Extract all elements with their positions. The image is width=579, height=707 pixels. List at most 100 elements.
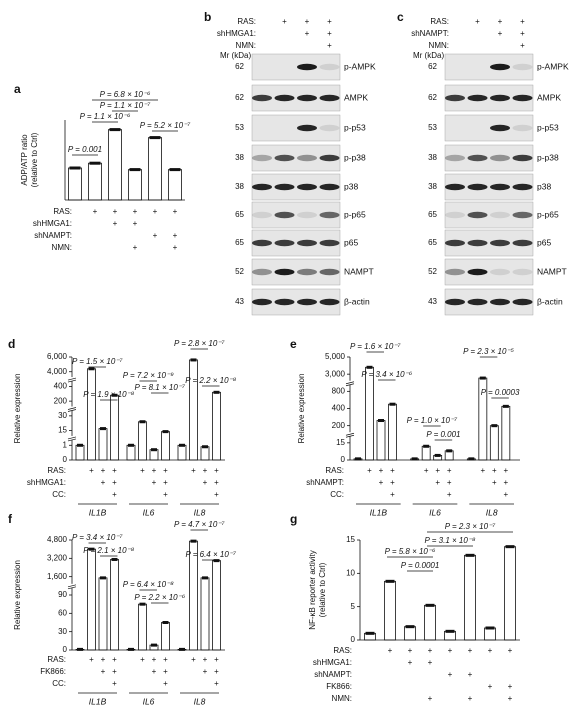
condition-label: shNAMPT:	[34, 231, 72, 240]
y-axis-label: Relative expression	[13, 560, 22, 630]
mw-label: 38	[235, 153, 244, 162]
condition-mark: +	[520, 29, 525, 38]
blot-strip	[444, 114, 534, 142]
blot-band	[297, 154, 317, 162]
bar	[404, 626, 416, 641]
y-axis-label: NF-κB reporter activity	[308, 550, 317, 630]
protein-label: p65	[344, 237, 358, 247]
p-value: P = 4.7 × 10⁻⁷	[174, 520, 226, 529]
p-value: P = 2.3 × 10⁻⁷	[445, 522, 497, 531]
condition-label: shHMGA1:	[313, 658, 352, 667]
replicate-dots	[139, 420, 146, 424]
condition-mark: +	[173, 207, 178, 216]
blot-strip	[444, 53, 534, 81]
condition-mark: +	[163, 490, 168, 499]
bar	[504, 546, 516, 641]
replicate-dots	[502, 404, 509, 408]
bar	[75, 444, 85, 461]
blot-band	[252, 183, 272, 191]
condition-mark: +	[101, 655, 106, 664]
replicate-dots	[128, 647, 134, 651]
condition-mark: +	[153, 207, 158, 216]
condition-mark: +	[113, 219, 118, 228]
replicate-dots	[479, 376, 486, 380]
panel-label: g	[290, 512, 297, 526]
bar	[189, 359, 198, 461]
p-value: P = 5.2 × 10⁻⁷	[140, 121, 192, 130]
condition-mark: +	[327, 17, 332, 26]
bar	[212, 560, 221, 651]
condition-label: NMN:	[236, 41, 256, 50]
bar	[161, 622, 170, 651]
y-tick-label: 90	[58, 590, 67, 599]
y-tick-label: 0	[341, 455, 346, 464]
bar	[87, 548, 96, 651]
blot-band	[512, 298, 533, 306]
bar	[138, 421, 147, 461]
p-value: P = 6.4 × 10⁻⁸	[123, 580, 175, 589]
p-value: P = 3.1 × 10⁻⁸	[425, 536, 477, 545]
replicate-dots	[365, 631, 375, 635]
bar	[108, 129, 122, 201]
replicate-dots	[77, 647, 83, 651]
gene-label: IL6	[429, 507, 441, 517]
condition-mark: +	[203, 667, 208, 676]
blot-band	[490, 239, 510, 247]
blot-band	[297, 63, 317, 71]
bar	[88, 162, 102, 201]
mw-label: 65	[428, 238, 437, 247]
condition-mark: +	[152, 667, 157, 676]
condition-mark: +	[140, 655, 145, 664]
y-tick-label: 400	[54, 382, 68, 391]
protein-label: NAMPT	[537, 266, 567, 276]
replicate-dots	[385, 579, 395, 583]
p-value: P = 0.0001	[401, 561, 440, 570]
replicate-dots	[88, 547, 95, 551]
replicate-dots	[491, 424, 498, 428]
replicate-dots	[366, 365, 373, 369]
protein-label: p-p65	[344, 209, 366, 219]
y-tick-label: 200	[332, 421, 346, 430]
y-tick-label: 5,000	[325, 352, 346, 361]
condition-label: NMN:	[429, 41, 449, 50]
gene-label: IL6	[143, 507, 155, 517]
blot-band	[319, 183, 340, 191]
condition-mark: +	[163, 667, 168, 676]
mw-label: 65	[235, 238, 244, 247]
y-tick-label: 30	[58, 627, 67, 636]
condition-label: RAS:	[237, 17, 256, 26]
replicate-dots	[151, 643, 157, 647]
blot-band	[467, 94, 488, 102]
condition-label: FK866:	[326, 682, 352, 691]
y-tick-label: 5	[351, 602, 356, 611]
protein-label: p-AMPK	[344, 61, 376, 71]
condition-mark: +	[498, 17, 503, 26]
condition-label: RAS:	[47, 655, 66, 664]
p-value: P = 2.8 × 10⁻⁷	[174, 339, 226, 348]
condition-mark: +	[203, 655, 208, 664]
protein-label: p-p38	[537, 152, 559, 162]
replicate-dots	[190, 539, 197, 543]
y-axis-label: (relative to Ctrl)	[318, 562, 327, 617]
condition-mark: +	[140, 466, 145, 475]
condition-mark: +	[214, 655, 219, 664]
condition-mark: +	[468, 670, 473, 679]
axis-break-mark	[67, 436, 77, 440]
replicate-dots	[89, 161, 101, 165]
blot-band	[319, 268, 340, 276]
gene-label: IL1B	[89, 696, 107, 706]
bar	[138, 603, 147, 651]
condition-mark: +	[435, 478, 440, 487]
blot-band	[252, 239, 272, 247]
y-tick-label: 15	[58, 426, 67, 435]
replicate-dots	[109, 128, 121, 132]
condition-mark: +	[163, 679, 168, 688]
condition-mark: +	[428, 658, 433, 667]
replicate-dots	[355, 457, 361, 461]
bar	[98, 428, 108, 461]
replicate-dots	[111, 557, 118, 561]
replicate-dots	[88, 367, 95, 371]
blot-band	[490, 94, 510, 102]
replicate-dots	[389, 402, 396, 406]
condition-mark: +	[133, 243, 138, 252]
